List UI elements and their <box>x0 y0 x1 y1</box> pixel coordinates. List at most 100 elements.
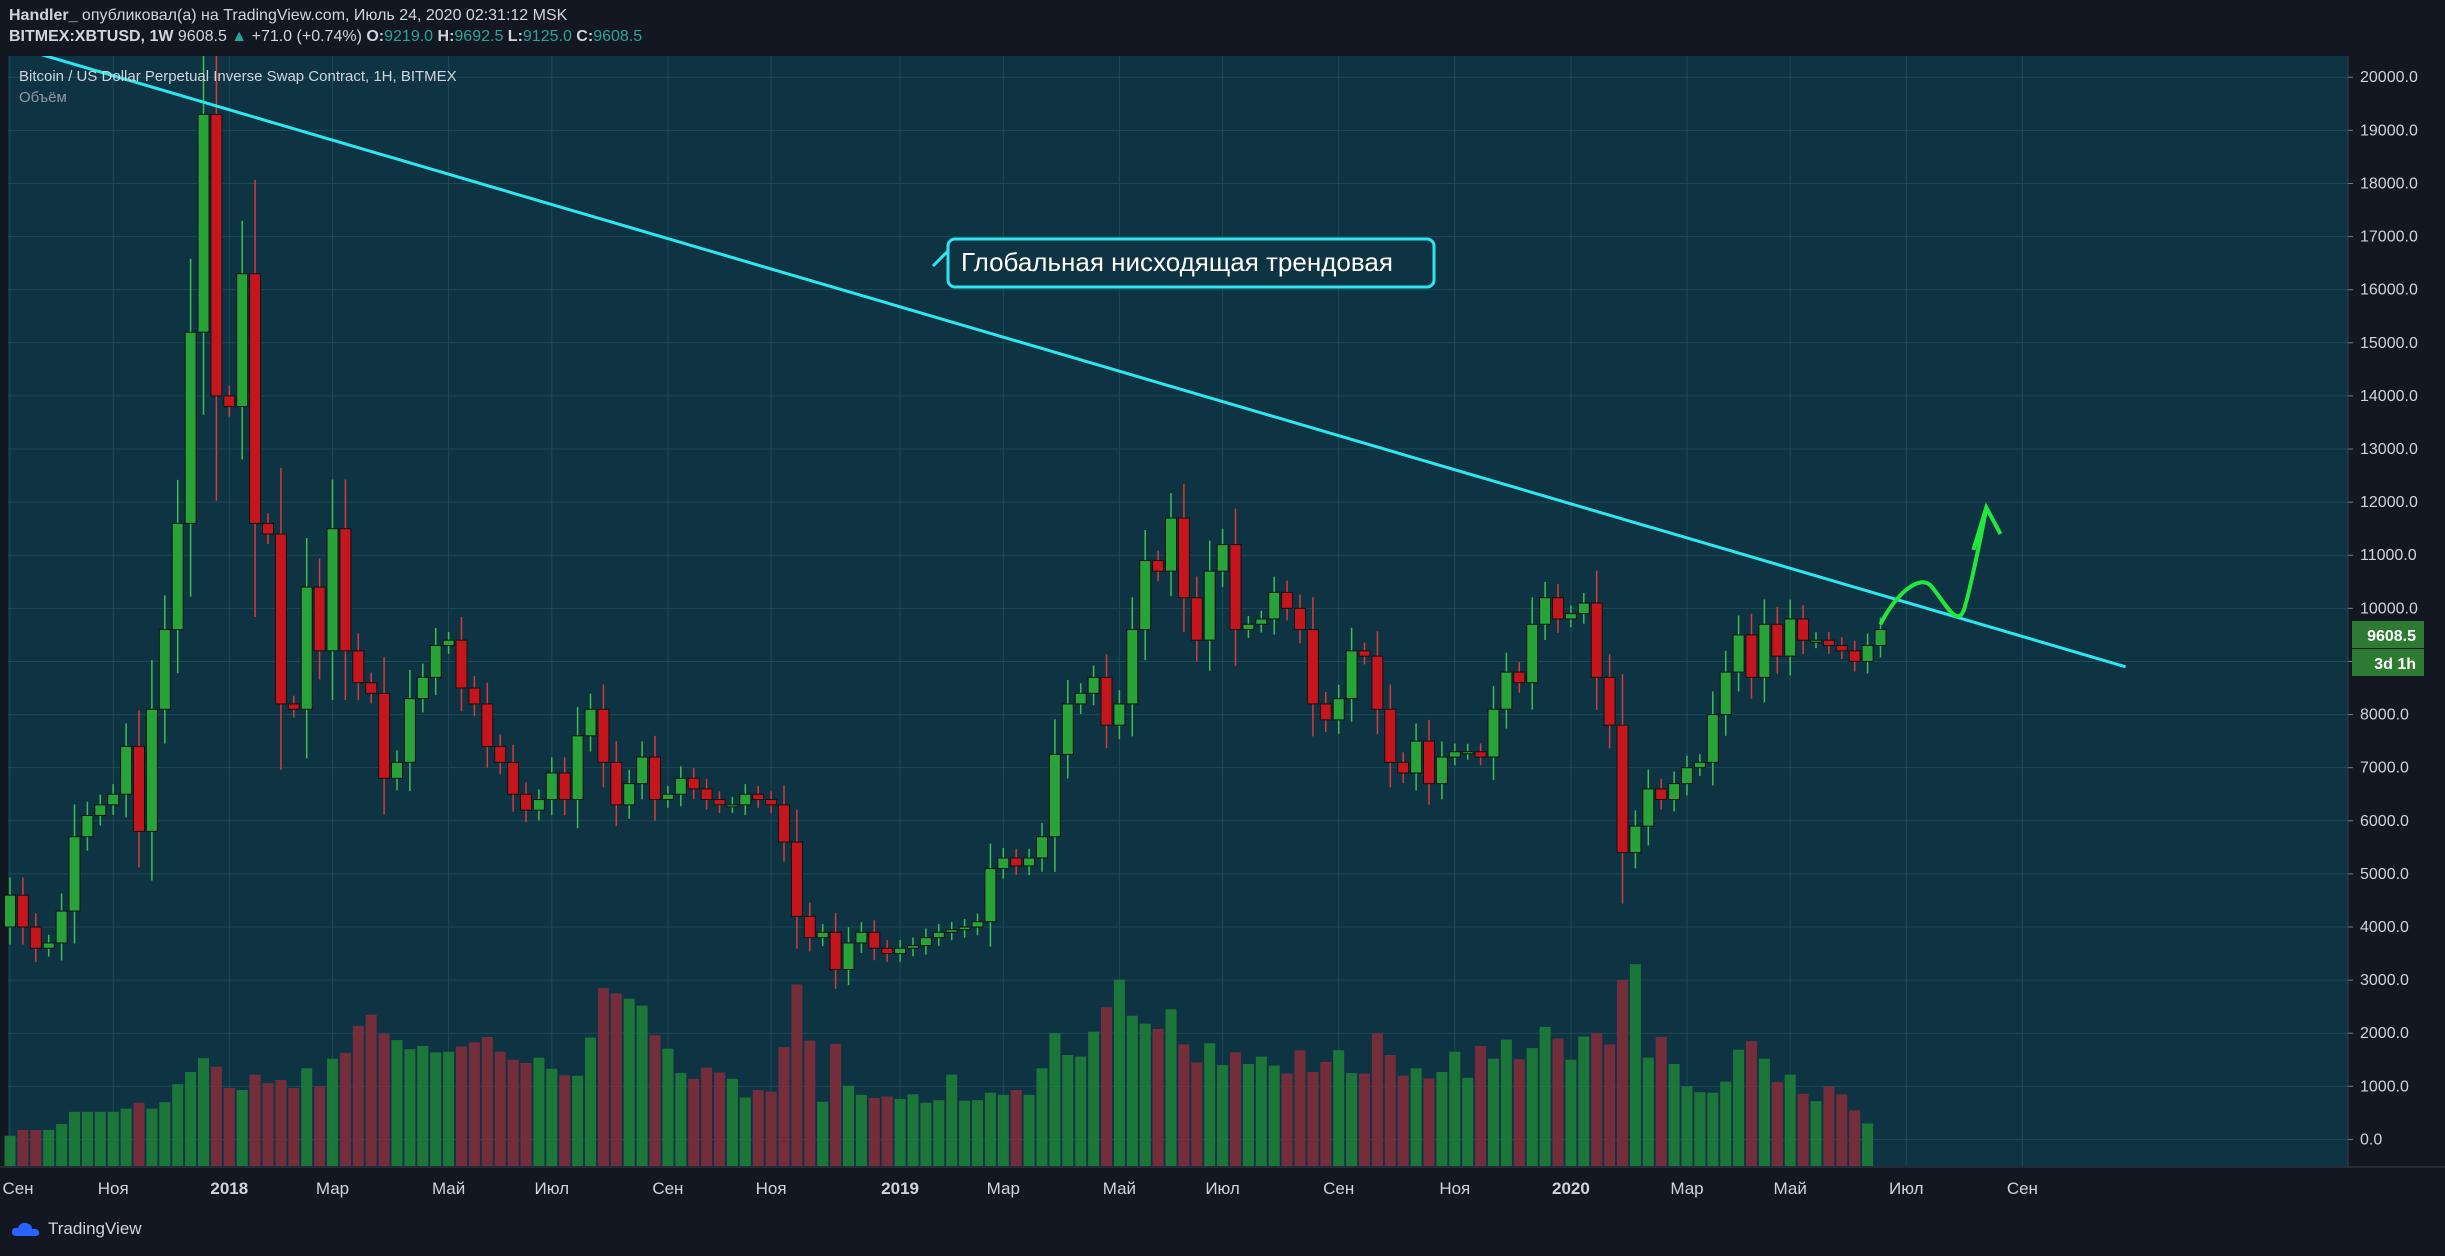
volume-bar <box>17 1129 29 1166</box>
candle-body <box>313 586 326 652</box>
candle-body <box>1139 560 1152 631</box>
price-chart[interactable]: Глобальная нисходящая трендовая 0.0 1000.… <box>0 56 2445 1205</box>
candle-body <box>42 942 55 949</box>
trendline-callout[interactable]: Глобальная нисходящая трендовая <box>931 237 1436 289</box>
y-tick-label: 15000.0 <box>2360 335 2418 352</box>
author-name[interactable]: Handler_ <box>9 7 78 24</box>
candle-body <box>507 761 520 795</box>
volume-bar <box>1307 1071 1319 1166</box>
candle-body <box>1048 753 1061 838</box>
low-label: L: <box>507 28 523 45</box>
volume-bar <box>1629 964 1641 1166</box>
volume-bar <box>507 1059 519 1166</box>
candle-body <box>1397 761 1410 774</box>
projection-arrow[interactable] <box>1878 507 1989 626</box>
volume-bar <box>1823 1086 1835 1166</box>
candle-body <box>16 894 29 928</box>
candle-body <box>262 522 274 535</box>
volume-bar <box>585 1037 596 1166</box>
last-price-badge <box>2352 621 2424 648</box>
candle-body <box>1552 597 1564 620</box>
tradingview-logo[interactable]: TradingView <box>10 1219 142 1239</box>
candle-body <box>713 799 726 806</box>
volume-bar <box>1436 1071 1448 1166</box>
candle-body <box>1487 708 1500 758</box>
y-tick-label: 12000.0 <box>2360 494 2418 511</box>
x-tick-label: 2019 <box>881 1179 919 1198</box>
candle-body <box>919 937 932 947</box>
volume-bar <box>1230 1052 1241 1166</box>
chart-header: Handler_ опубликовал(а) на TradingView.c… <box>0 0 2445 56</box>
price-axis[interactable]: 0.0 1000.0 2000.0 3000.0 4000.0 5000.0 6000.0 7… <box>2347 56 2418 1167</box>
volume-bar <box>249 1074 261 1166</box>
candle-body <box>1358 650 1371 657</box>
volume-bar <box>1036 1068 1048 1166</box>
candle-body <box>1294 607 1306 631</box>
candle-body <box>1010 857 1023 867</box>
candle-body <box>1268 591 1281 620</box>
candle-body <box>894 947 907 955</box>
candle-body <box>4 894 16 928</box>
candle-body <box>1410 740 1423 774</box>
volume-bar <box>494 1051 506 1166</box>
volume-bar <box>1242 1064 1254 1166</box>
footer-bar: TradingView <box>0 1205 2445 1256</box>
candle-body <box>236 273 249 408</box>
volume-bar <box>1849 1110 1861 1166</box>
candles <box>4 56 1887 989</box>
volume-bar <box>1513 1059 1525 1166</box>
volume-bar <box>1126 1015 1138 1166</box>
volume-bar <box>107 1111 119 1166</box>
y-tick-label: 6000.0 <box>2360 813 2409 830</box>
candle-body <box>1797 618 1810 641</box>
candle-body <box>584 708 597 737</box>
volume-bar <box>1423 1078 1435 1166</box>
volume-bar <box>791 984 803 1166</box>
volume-bar <box>1862 1123 1874 1166</box>
volume-bar <box>1642 1057 1654 1166</box>
volume-bar <box>198 1058 209 1166</box>
volume-bar <box>1604 1044 1616 1166</box>
open-value: 9219.0 <box>384 28 434 45</box>
volume-bar <box>830 1043 842 1166</box>
candle-body <box>274 533 287 705</box>
volume-bar <box>894 1099 906 1166</box>
volume-bar <box>1255 1056 1267 1166</box>
volume-bar <box>4 1135 16 1166</box>
candle-body <box>1332 698 1345 721</box>
candle-body <box>1345 650 1358 700</box>
up-arrow-icon: ▲ <box>231 28 248 45</box>
candle-body <box>1590 602 1603 678</box>
candle-body <box>442 639 455 647</box>
volume-bar <box>468 1042 480 1166</box>
volume-bar <box>1268 1065 1280 1166</box>
candle-body <box>571 735 584 801</box>
volume-bar <box>1578 1036 1590 1166</box>
volume-bar <box>959 1100 971 1166</box>
volume-bar <box>69 1111 80 1166</box>
candle-body <box>1203 570 1216 641</box>
candle-body <box>1603 676 1616 726</box>
candle-body <box>1177 517 1190 599</box>
volume-bar <box>1217 1065 1229 1166</box>
candle-body <box>171 522 184 631</box>
time-axis[interactable]: Сен Ноя 2018 Мар Май Июл Сен Ноя 2019 Мар Май Июл Се… <box>0 1166 2445 1198</box>
volume-bar <box>1694 1092 1706 1166</box>
volume-bar <box>1462 1077 1474 1166</box>
volume-bar <box>946 1074 958 1166</box>
volume-bar <box>1681 1086 1693 1166</box>
volume-bar <box>185 1071 197 1166</box>
countdown-badge <box>2352 649 2424 676</box>
volume-bar <box>288 1087 300 1166</box>
volume-bar <box>352 1025 364 1166</box>
trendline[interactable] <box>10 56 2127 669</box>
volume-bar <box>1101 1007 1112 1166</box>
volume-bar <box>30 1129 42 1166</box>
candle-body <box>184 331 197 524</box>
volume-bar <box>1449 1051 1461 1166</box>
volume-bar <box>1668 1064 1680 1166</box>
volume-bar <box>1397 1075 1409 1166</box>
x-tick-label: Ноя <box>1439 1179 1470 1198</box>
plot-area <box>8 56 2348 1166</box>
volume-bar <box>223 1087 235 1166</box>
